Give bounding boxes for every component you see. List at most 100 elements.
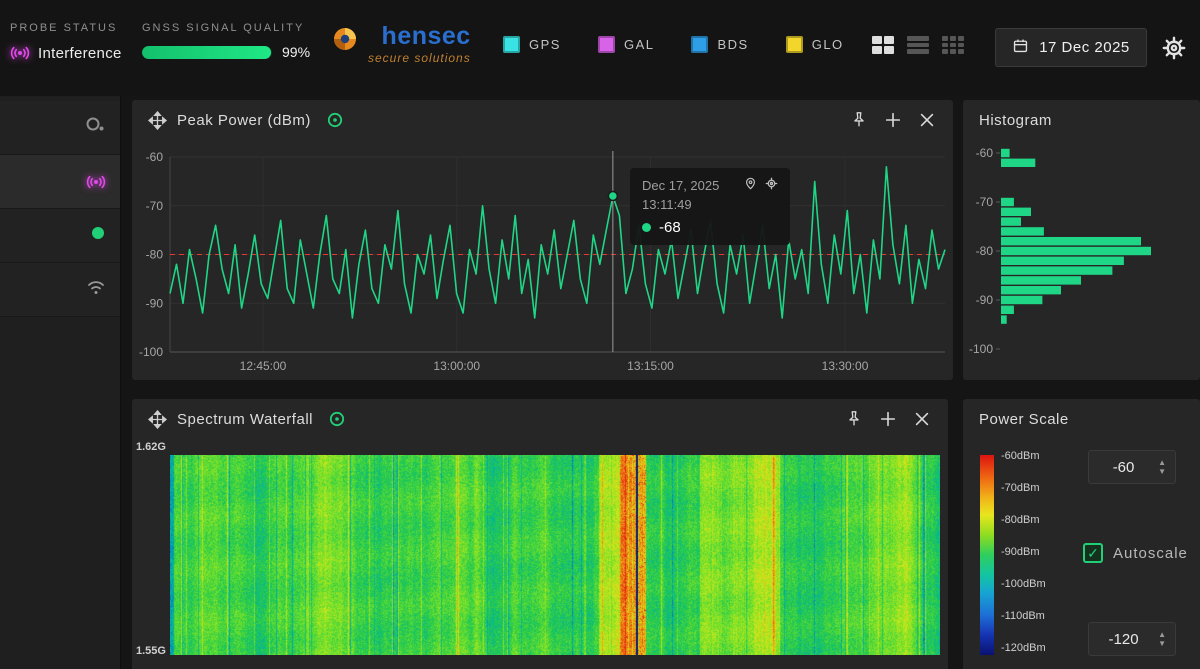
pin-icon[interactable] — [849, 110, 869, 130]
autoscale-label: Autoscale — [1113, 544, 1188, 562]
gnss-progress-fill — [142, 45, 271, 59]
add-icon[interactable] — [883, 110, 903, 130]
tooltip-value: -68 — [659, 219, 681, 236]
gnss-signal-quality: GNSS SIGNAL QUALITY 99% — [142, 22, 310, 60]
sidebar-item-record[interactable] — [0, 101, 120, 155]
scale-label: -100dBm — [1001, 578, 1046, 590]
min-power-stepper[interactable]: -120 ▲ ▼ — [1088, 622, 1176, 656]
scale-label: -90dBm — [1001, 546, 1040, 558]
split-view-icon[interactable] — [872, 36, 894, 54]
stepper-down-icon[interactable]: ▼ — [1158, 638, 1166, 648]
bds-checkbox-icon — [691, 36, 709, 53]
date-value: 17 Dec 2025 — [1039, 39, 1130, 56]
top-bar: PROBE STATUS Interference GNSS SIGNAL QU… — [0, 0, 1200, 96]
sidebar — [0, 96, 121, 669]
wifi-icon — [86, 278, 106, 301]
toggle-gal[interactable]: GAL — [597, 36, 655, 53]
stepper-down-icon[interactable]: ▼ — [1158, 466, 1166, 476]
close-icon[interactable] — [912, 409, 932, 429]
gal-checkbox-icon — [597, 36, 615, 53]
stepper-up-icon[interactable]: ▲ — [1158, 629, 1166, 639]
panel-title: Histogram — [979, 111, 1052, 129]
toggle-bds[interactable]: BDS — [691, 36, 748, 53]
toggle-glo[interactable]: GLO — [785, 36, 844, 53]
glo-label: GLO — [811, 37, 844, 52]
svg-text:-80: -80 — [146, 248, 164, 262]
list-view-icon[interactable] — [907, 36, 929, 54]
max-power-stepper[interactable]: -60 ▲ ▼ — [1088, 450, 1176, 484]
svg-text:-100: -100 — [969, 342, 993, 356]
sidebar-item-wifi[interactable] — [0, 263, 120, 317]
calendar-icon — [1012, 37, 1029, 58]
logo-icon — [330, 24, 360, 59]
min-power-value: -120 — [1108, 630, 1139, 648]
waterfall-heatmap[interactable] — [170, 455, 940, 655]
max-power-value: -60 — [1112, 458, 1135, 476]
sidebar-spacer — [0, 317, 120, 577]
tooltip-gear-icon[interactable] — [765, 177, 778, 193]
probe-status-value: Interference — [38, 44, 122, 62]
gnss-quality-label: GNSS SIGNAL QUALITY — [142, 22, 305, 34]
logo-name: hensec — [381, 22, 471, 50]
move-icon[interactable] — [148, 110, 167, 130]
autoscale-toggle[interactable]: ✓ Autoscale — [1083, 543, 1188, 563]
date-picker-button[interactable]: 17 Dec 2025 — [995, 28, 1147, 67]
logo-tagline: secure solutions — [368, 51, 471, 65]
scale-label: -60dBm — [1001, 450, 1040, 462]
record-icon — [84, 115, 106, 140]
svg-text:-60: -60 — [976, 146, 994, 160]
gps-label: GPS — [529, 37, 561, 52]
svg-text:-100: -100 — [139, 345, 163, 359]
interference-icon — [10, 43, 30, 63]
pin-icon[interactable] — [844, 409, 864, 429]
power-scale-panel: Power Scale -60dBm -70dBm -80dBm -90dBm … — [963, 399, 1200, 669]
grid-view-icon[interactable] — [942, 36, 964, 54]
scale-label: -80dBm — [1001, 514, 1040, 526]
constellation-toggles: GPS GAL BDS GLO — [503, 36, 844, 53]
freq-label-top: 1.62G — [136, 441, 166, 453]
peak-power-header: Peak Power (dBm) — [132, 100, 953, 140]
scale-label: -70dBm — [1001, 482, 1040, 494]
svg-text:-70: -70 — [976, 195, 994, 209]
glo-checkbox-icon — [785, 36, 803, 53]
panel-title: Power Scale — [979, 410, 1069, 428]
svg-text:-90: -90 — [976, 293, 994, 307]
svg-text:-60: -60 — [146, 150, 164, 164]
gps-checkbox-icon — [503, 36, 520, 53]
stepper-up-icon[interactable]: ▲ — [1158, 457, 1166, 467]
svg-text:-80: -80 — [976, 244, 994, 258]
interference-icon — [86, 172, 106, 192]
tooltip-time: 13:11:49 — [642, 197, 692, 212]
svg-text:13:30:00: 13:30:00 — [822, 359, 869, 373]
toggle-gps[interactable]: GPS — [503, 36, 561, 53]
gnss-quality-percent: 99% — [282, 44, 311, 60]
svg-text:13:15:00: 13:15:00 — [627, 359, 674, 373]
add-icon[interactable] — [878, 409, 898, 429]
series-dot-icon — [642, 223, 651, 232]
status-dot-icon — [90, 225, 106, 246]
move-icon[interactable] — [148, 409, 167, 429]
settings-gear-icon[interactable] — [1160, 34, 1188, 62]
gal-label: GAL — [623, 37, 655, 52]
sidebar-item-status[interactable] — [0, 209, 120, 263]
waterfall-panel: Spectrum Waterfall — [132, 399, 948, 669]
layout-switcher — [872, 36, 964, 54]
autoscale-checkbox[interactable]: ✓ — [1083, 543, 1103, 563]
brand-logo: hensec secure solutions — [330, 24, 471, 65]
histogram-chart: -60 -70 -80 -90 -100 — [969, 146, 1151, 356]
peak-power-panel: -60 -70 -80 -90 -100 12:45:00 13:00:00 13:15:00… — [132, 100, 953, 380]
probe-status: PROBE STATUS Interference — [10, 22, 122, 63]
svg-text:12:45:00: 12:45:00 — [240, 359, 287, 373]
close-icon[interactable] — [917, 110, 937, 130]
scale-label: -110dBm — [1001, 610, 1045, 622]
location-pin-icon[interactable] — [744, 177, 757, 193]
gnss-quality-bar — [142, 45, 272, 59]
panel-title: Peak Power (dBm) — [177, 111, 311, 129]
freq-label-bottom: 1.55G — [136, 645, 166, 657]
histogram-panel: Histogram -60 -70 -80 -90 -100 — [963, 100, 1200, 380]
svg-text:-90: -90 — [146, 296, 164, 310]
sidebar-item-interference[interactable] — [0, 155, 120, 209]
peak-power-chart[interactable]: -60 -70 -80 -90 -100 12:45:00 13:00:00 13:15:00… — [132, 100, 953, 380]
bds-label: BDS — [717, 37, 749, 52]
